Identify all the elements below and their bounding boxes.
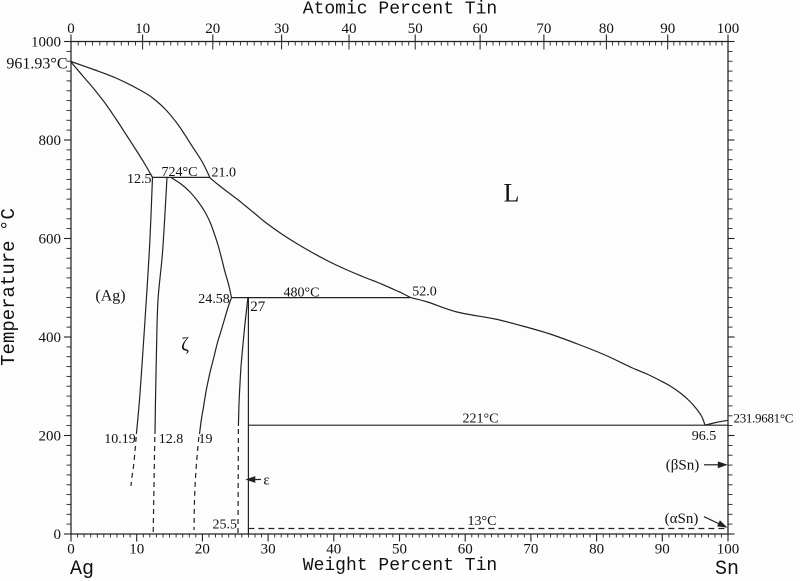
svg-text:100: 100	[717, 21, 740, 37]
svg-text:96.5: 96.5	[692, 429, 717, 444]
svg-text:40: 40	[342, 21, 357, 37]
svg-text:Sn: Sn	[715, 558, 739, 581]
svg-text:24.58: 24.58	[198, 292, 230, 307]
svg-text:50: 50	[408, 21, 423, 37]
svg-text:0: 0	[67, 21, 75, 37]
svg-text:90: 90	[660, 21, 675, 37]
svg-text:60: 60	[458, 542, 473, 558]
svg-text:70: 70	[536, 21, 551, 37]
svg-text:30: 30	[261, 542, 276, 558]
svg-text:L: L	[504, 179, 520, 208]
svg-text:50: 50	[392, 542, 407, 558]
svg-text:13°C: 13°C	[468, 514, 497, 529]
svg-text:724°C: 724°C	[162, 165, 198, 180]
svg-text:27: 27	[250, 299, 266, 315]
svg-text:Ag: Ag	[70, 558, 94, 581]
svg-text:Temperature °C: Temperature °C	[0, 208, 20, 366]
svg-text:10: 10	[129, 542, 144, 558]
svg-text:12.5: 12.5	[127, 172, 152, 187]
svg-text:10.19: 10.19	[104, 432, 136, 447]
svg-text:961.93°C: 961.93°C	[6, 56, 67, 73]
svg-text:(βSn): (βSn)	[666, 458, 699, 474]
svg-text:221°C: 221°C	[463, 412, 499, 427]
svg-text:(αSn): (αSn)	[665, 511, 699, 527]
svg-text:80: 80	[589, 542, 604, 558]
svg-text:20: 20	[195, 542, 210, 558]
svg-text:600: 600	[39, 232, 62, 248]
svg-text:1000: 1000	[31, 35, 61, 51]
svg-text:480°C: 480°C	[284, 286, 320, 301]
svg-text:100: 100	[717, 542, 740, 558]
svg-text:231.9681°C: 231.9681°C	[734, 411, 794, 426]
svg-text:19: 19	[199, 432, 213, 447]
svg-text:60: 60	[473, 21, 488, 37]
svg-text:800: 800	[39, 133, 62, 149]
svg-text:25.5: 25.5	[213, 518, 238, 533]
svg-text:Weight Percent Tin: Weight Percent Tin	[303, 556, 497, 576]
svg-text:20: 20	[205, 21, 220, 37]
svg-text:70: 70	[523, 542, 538, 558]
svg-text:400: 400	[39, 330, 62, 346]
svg-text:ζ: ζ	[181, 335, 189, 356]
svg-text:90: 90	[655, 542, 670, 558]
svg-text:52.0: 52.0	[412, 285, 437, 300]
svg-text:30: 30	[274, 21, 289, 37]
svg-text:(Ag): (Ag)	[95, 288, 125, 305]
svg-text:12.8: 12.8	[159, 432, 184, 447]
svg-text:0: 0	[67, 542, 75, 558]
svg-text:40: 40	[326, 542, 341, 558]
svg-text:ε: ε	[263, 473, 269, 489]
svg-text:10: 10	[135, 21, 150, 37]
svg-text:Atomic Percent Tin: Atomic Percent Tin	[303, 0, 497, 20]
svg-text:21.0: 21.0	[212, 166, 237, 181]
svg-text:200: 200	[39, 429, 62, 445]
svg-text:80: 80	[599, 21, 614, 37]
svg-text:0: 0	[54, 527, 62, 543]
